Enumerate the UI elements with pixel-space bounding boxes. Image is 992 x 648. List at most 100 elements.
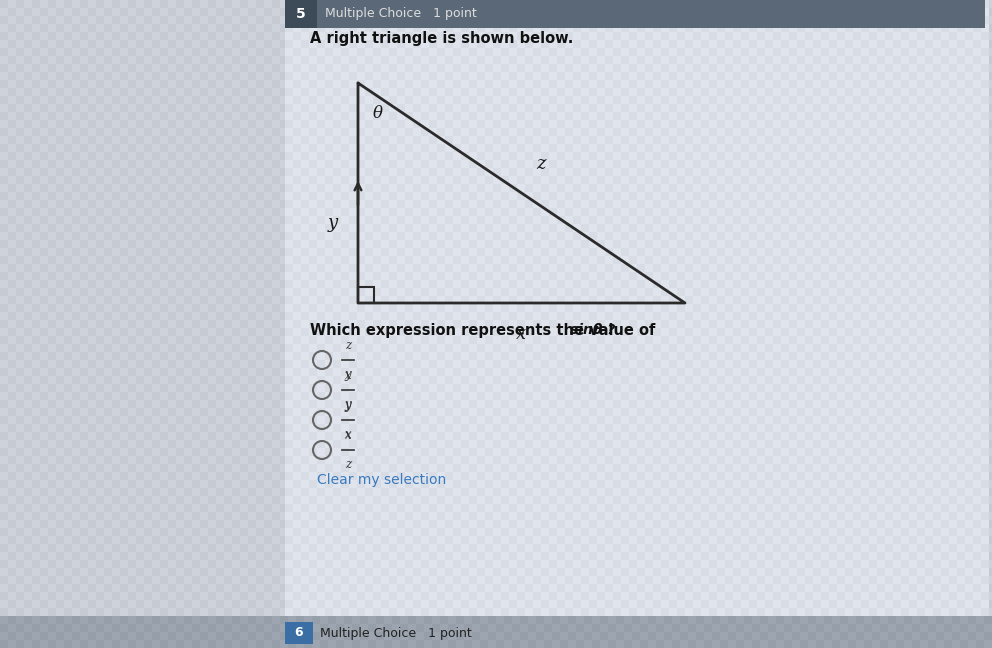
Bar [637,136,645,144]
Bar [829,392,837,400]
Bar [704,360,712,368]
Bar [800,48,808,56]
Bar [368,392,376,400]
Bar [744,392,752,400]
Bar [336,120,344,128]
Bar [917,328,925,336]
Bar [429,256,437,264]
Bar [301,584,309,592]
Bar [605,448,613,456]
Bar [621,616,629,624]
Bar [976,320,984,328]
Bar [525,264,533,272]
Bar [981,88,989,96]
Bar [976,112,984,120]
Bar [376,72,384,80]
Bar [645,184,653,192]
Bar [693,96,701,104]
Bar [949,288,957,296]
Bar [813,336,821,344]
Bar [341,360,349,368]
Bar [104,368,112,376]
Bar [376,376,384,384]
Bar [909,616,917,624]
Bar [765,328,773,336]
Bar [573,488,581,496]
Bar [696,48,704,56]
Bar [965,536,973,544]
Bar [717,312,725,320]
Bar [789,448,797,456]
Bar [693,240,701,248]
Bar [797,216,805,224]
Bar [605,520,613,528]
Bar [184,472,192,480]
Bar [589,552,597,560]
Bar [136,576,144,584]
Bar [536,88,544,96]
Bar [656,544,664,552]
Bar [440,240,448,248]
Bar [677,432,685,440]
Bar [421,384,429,392]
Bar [888,360,896,368]
Bar [981,192,989,200]
Bar [152,104,160,112]
Bar [336,632,344,640]
Bar [757,496,765,504]
Bar [437,152,445,160]
Bar [208,168,216,176]
Bar [920,216,928,224]
Bar [408,192,416,200]
Bar [200,552,208,560]
Bar [640,136,648,144]
Bar [293,112,301,120]
Bar [581,392,589,400]
Bar [765,72,773,80]
Bar [357,344,365,352]
Bar [24,632,32,640]
Bar [136,224,144,232]
Bar [877,64,885,72]
Bar [152,512,160,520]
Bar [669,440,677,448]
Bar [288,432,296,440]
Bar [136,24,144,32]
Bar [920,272,928,280]
Bar [680,232,688,240]
Bar [0,568,8,576]
Bar [877,24,885,32]
Bar [400,184,408,192]
Bar [608,0,616,8]
Bar [960,56,968,64]
Bar [389,216,397,224]
Bar [629,360,637,368]
Bar [616,512,624,520]
Bar [389,352,397,360]
Bar [720,576,728,584]
Bar [856,632,864,640]
Bar [80,544,88,552]
Bar [781,416,789,424]
Bar [581,208,589,216]
Bar [453,504,461,512]
Bar [829,56,837,64]
Bar [824,280,832,288]
Bar [840,568,848,576]
Bar [88,616,96,624]
Bar [797,240,805,248]
Bar [544,520,552,528]
Bar [565,456,573,464]
Bar [837,536,845,544]
Bar [360,560,368,568]
Bar [208,624,216,632]
Bar [456,216,464,224]
Bar [664,88,672,96]
Bar [144,72,152,80]
Bar [0,272,8,280]
Bar [637,16,645,24]
Bar [373,512,381,520]
Bar [928,280,936,288]
Bar [136,192,144,200]
Bar [872,8,880,16]
